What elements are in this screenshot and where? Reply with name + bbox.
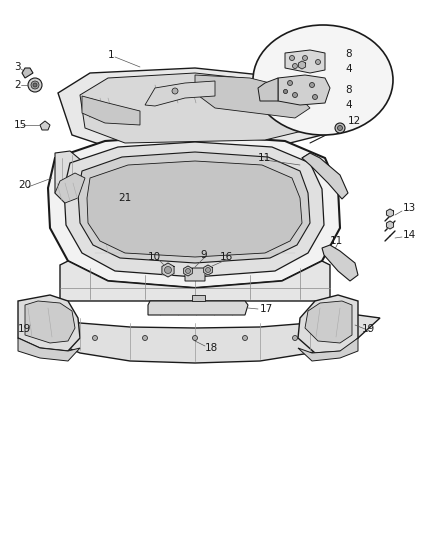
Ellipse shape bbox=[253, 25, 393, 135]
Text: 4: 4 bbox=[345, 100, 352, 110]
Circle shape bbox=[31, 81, 39, 89]
Polygon shape bbox=[305, 301, 352, 343]
Text: 19: 19 bbox=[18, 324, 31, 334]
Polygon shape bbox=[298, 338, 358, 361]
Circle shape bbox=[303, 55, 307, 61]
Polygon shape bbox=[322, 245, 358, 281]
Polygon shape bbox=[45, 315, 380, 363]
Polygon shape bbox=[285, 50, 325, 73]
Polygon shape bbox=[195, 75, 310, 118]
Polygon shape bbox=[60, 261, 330, 301]
Polygon shape bbox=[387, 221, 393, 229]
Circle shape bbox=[33, 83, 37, 87]
Text: 18: 18 bbox=[205, 343, 218, 353]
Polygon shape bbox=[64, 142, 324, 277]
Text: 4: 4 bbox=[345, 64, 352, 74]
Polygon shape bbox=[185, 268, 205, 281]
Text: 13: 13 bbox=[403, 203, 416, 213]
Polygon shape bbox=[204, 265, 212, 275]
Circle shape bbox=[312, 94, 318, 100]
Circle shape bbox=[310, 83, 314, 87]
Text: 19: 19 bbox=[362, 324, 375, 334]
Text: 14: 14 bbox=[403, 230, 416, 240]
Circle shape bbox=[335, 123, 345, 133]
Polygon shape bbox=[184, 266, 192, 276]
Polygon shape bbox=[87, 161, 302, 257]
Text: 10: 10 bbox=[148, 252, 161, 262]
Text: 9: 9 bbox=[200, 250, 207, 260]
Circle shape bbox=[290, 55, 294, 61]
Circle shape bbox=[287, 80, 293, 85]
Polygon shape bbox=[145, 81, 215, 106]
Polygon shape bbox=[55, 151, 85, 203]
Polygon shape bbox=[387, 209, 393, 217]
Polygon shape bbox=[82, 96, 140, 125]
Text: 21: 21 bbox=[118, 193, 131, 203]
Circle shape bbox=[338, 125, 343, 131]
Polygon shape bbox=[192, 295, 205, 301]
Circle shape bbox=[186, 269, 191, 273]
Text: 15: 15 bbox=[14, 120, 27, 130]
Polygon shape bbox=[18, 295, 80, 351]
Circle shape bbox=[243, 335, 247, 341]
Text: 20: 20 bbox=[18, 180, 31, 190]
Circle shape bbox=[315, 60, 321, 64]
Polygon shape bbox=[278, 75, 330, 105]
Polygon shape bbox=[80, 73, 328, 143]
Text: 11: 11 bbox=[258, 153, 271, 163]
Circle shape bbox=[293, 93, 297, 98]
Polygon shape bbox=[302, 153, 348, 199]
Text: 1: 1 bbox=[108, 50, 115, 60]
Polygon shape bbox=[258, 78, 278, 101]
Polygon shape bbox=[25, 301, 75, 343]
Polygon shape bbox=[148, 301, 248, 315]
Polygon shape bbox=[58, 68, 345, 151]
Text: 11: 11 bbox=[330, 236, 343, 246]
Polygon shape bbox=[18, 338, 80, 361]
Polygon shape bbox=[40, 121, 50, 130]
Text: 8: 8 bbox=[345, 49, 352, 59]
Polygon shape bbox=[22, 68, 33, 78]
Text: 16: 16 bbox=[220, 252, 233, 262]
Text: 8: 8 bbox=[345, 85, 352, 95]
Polygon shape bbox=[298, 295, 358, 353]
Circle shape bbox=[28, 78, 42, 92]
Circle shape bbox=[192, 335, 198, 341]
Polygon shape bbox=[78, 152, 310, 263]
Text: 12: 12 bbox=[348, 116, 361, 126]
Polygon shape bbox=[162, 263, 174, 277]
Text: 3: 3 bbox=[14, 62, 21, 72]
Circle shape bbox=[205, 268, 211, 272]
Circle shape bbox=[165, 266, 172, 273]
Polygon shape bbox=[299, 61, 305, 69]
Text: 17: 17 bbox=[260, 304, 273, 314]
Circle shape bbox=[172, 88, 178, 94]
Polygon shape bbox=[55, 173, 85, 203]
Circle shape bbox=[92, 335, 98, 341]
Circle shape bbox=[293, 335, 297, 341]
Polygon shape bbox=[48, 135, 340, 288]
Circle shape bbox=[293, 63, 297, 69]
Text: 2: 2 bbox=[14, 80, 21, 90]
Circle shape bbox=[142, 335, 148, 341]
